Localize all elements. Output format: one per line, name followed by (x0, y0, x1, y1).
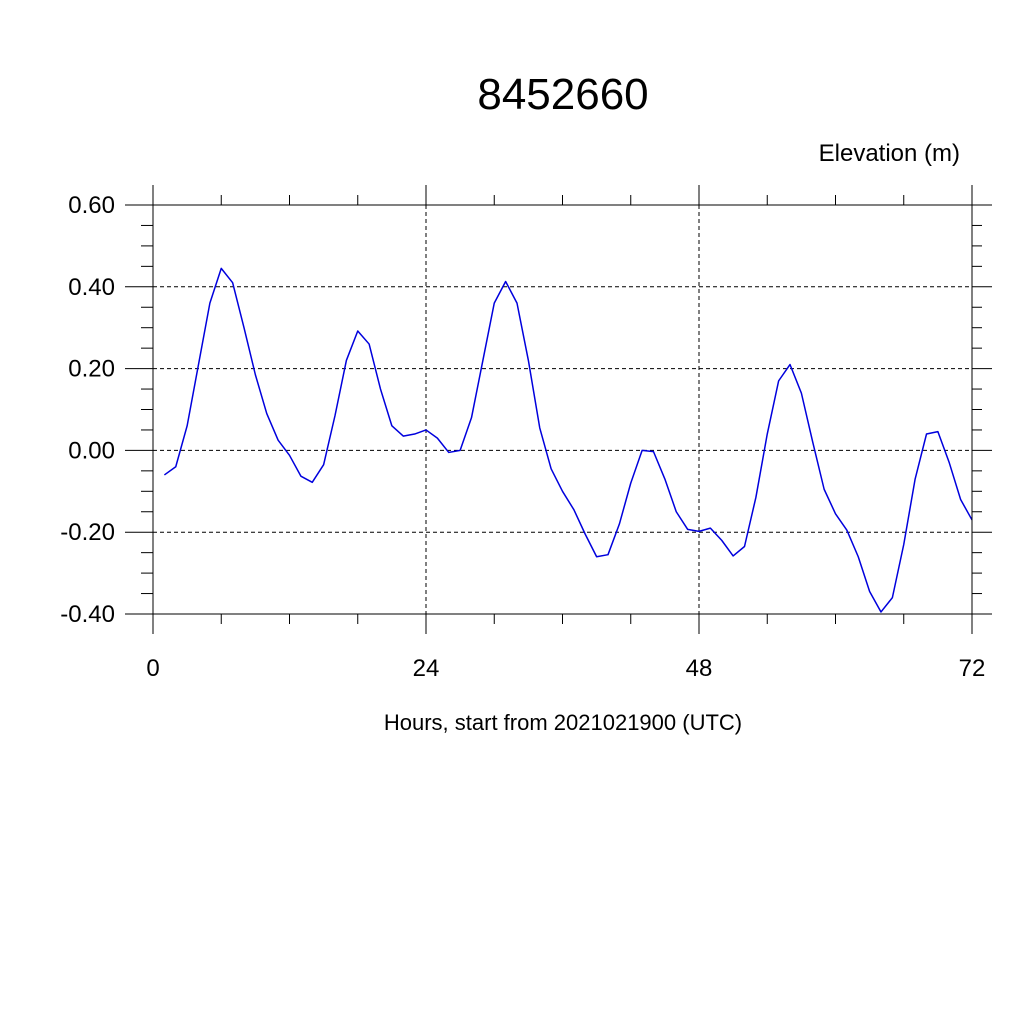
y-tick-label: 0.20 (68, 356, 115, 383)
y-tick-label: -0.40 (60, 601, 115, 628)
y-tick-label: -0.20 (60, 519, 115, 546)
x-tick-label: 24 (413, 655, 440, 682)
chart-title: 8452660 (477, 70, 648, 119)
plot-border (152, 204, 973, 615)
y-axis-label: Elevation (m) (819, 140, 960, 167)
x-tick-label: 72 (959, 655, 986, 682)
x-tick-label: 0 (146, 655, 159, 682)
x-tick-label: 48 (686, 655, 713, 682)
axis-ticks (125, 185, 992, 634)
y-tick-label: 0.00 (68, 437, 115, 464)
x-axis-label: Hours, start from 2021021900 (UTC) (384, 710, 742, 735)
series-line (163, 267, 973, 613)
y-tick-label: 0.40 (68, 274, 115, 301)
y-tick-label: 0.60 (68, 192, 115, 219)
grid-lines (153, 204, 972, 615)
plot-frame (152, 204, 973, 615)
tick-labels: -0.40 -0.20 0.00 0.20 0.40 0.60 0 24 48 72 (60, 192, 985, 682)
series-layer (163, 267, 973, 613)
